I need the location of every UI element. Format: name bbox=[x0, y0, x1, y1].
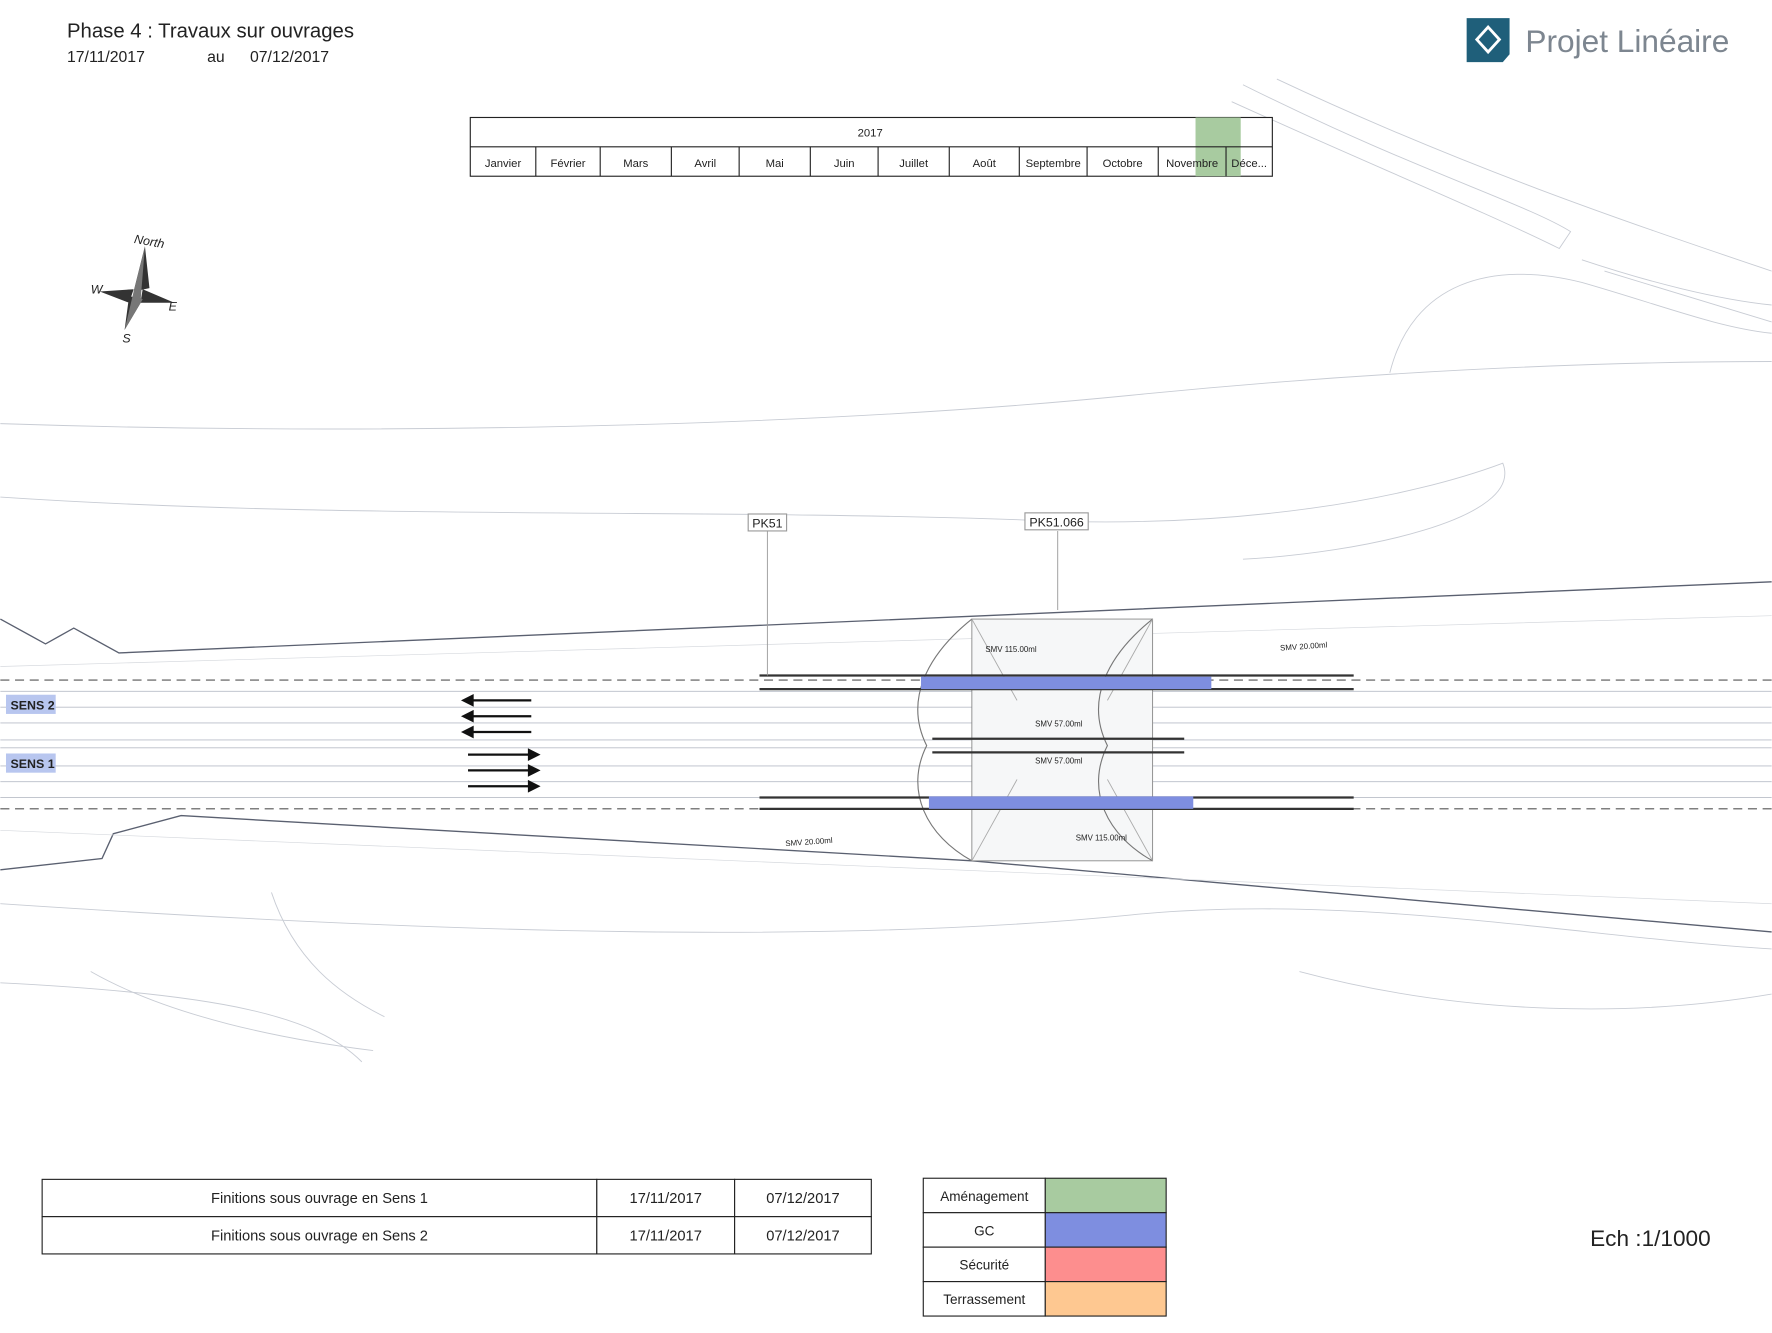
legend-swatch bbox=[1044, 1246, 1167, 1283]
month-label: Juillet bbox=[899, 158, 929, 170]
legend-label: GC bbox=[974, 1223, 995, 1238]
direction-box bbox=[5, 694, 56, 714]
legend-swatch bbox=[1044, 1177, 1167, 1214]
legend-swatch bbox=[1044, 1281, 1167, 1317]
compass: North W E S bbox=[91, 232, 178, 345]
legend-label: Sécurité bbox=[959, 1258, 1009, 1273]
dimension: SMV 115.00ml bbox=[985, 645, 1036, 654]
month-label: Janvier bbox=[485, 158, 522, 170]
task-cell bbox=[596, 1216, 736, 1255]
legend-label-cell bbox=[922, 1212, 1046, 1248]
tasks-table: Finitions sous ouvrage en Sens 1 17/11/20… bbox=[41, 1178, 872, 1255]
month-label: Mai bbox=[766, 158, 784, 170]
compass-south: S bbox=[122, 331, 131, 345]
legend: Aménagement GC Sécurité Terrassement bbox=[922, 1177, 1167, 1317]
task-cell bbox=[41, 1178, 598, 1218]
month-label: Juin bbox=[834, 158, 855, 170]
phase-title: Phase 4 : Travaux sur ouvrages bbox=[67, 20, 354, 42]
task-cell bbox=[734, 1216, 872, 1255]
marker-box bbox=[747, 513, 788, 532]
logo: Projet Linéaire bbox=[1466, 18, 1729, 63]
task-date: 17/11/2017 bbox=[630, 1191, 702, 1207]
end-date: 07/12/2017 bbox=[250, 49, 329, 66]
pk-marker: PK51 bbox=[752, 517, 782, 531]
terrain bbox=[0, 78, 1772, 1063]
month-label: Octobre bbox=[1103, 158, 1143, 170]
legend-label: Terrassement bbox=[943, 1292, 1025, 1307]
month-label: Février bbox=[550, 158, 585, 170]
direction-label: SENS 1 bbox=[11, 757, 55, 771]
task-name: Finitions sous ouvrage en Sens 2 bbox=[211, 1228, 428, 1244]
dimensions: SMV 115.00ml SMV 20.00ml SMV 57.00ml SMV… bbox=[785, 640, 1328, 848]
gc-band bbox=[928, 796, 1194, 809]
task-date: 07/12/2017 bbox=[766, 1191, 839, 1207]
compass-east: E bbox=[169, 300, 178, 314]
compass-west: W bbox=[91, 283, 104, 297]
road bbox=[0, 530, 1772, 933]
dimension: SMV 20.00ml bbox=[1280, 640, 1328, 652]
marker-box bbox=[1024, 512, 1089, 531]
legend-label-cell bbox=[922, 1246, 1046, 1283]
task-date: 07/12/2017 bbox=[766, 1228, 839, 1244]
legend-label-cell bbox=[922, 1281, 1046, 1317]
traffic-arrows bbox=[460, 694, 541, 793]
task-cell bbox=[596, 1178, 736, 1218]
start-date: 17/11/2017 bbox=[67, 49, 145, 66]
legend-swatch bbox=[1044, 1212, 1167, 1248]
dimension: SMV 115.00ml bbox=[1076, 833, 1127, 842]
dimension: SMV 20.00ml bbox=[785, 836, 833, 848]
task-cell bbox=[734, 1178, 872, 1218]
timeline-year: 2017 bbox=[858, 128, 883, 140]
month-label: Novembre bbox=[1166, 158, 1218, 170]
month-label: Déce... bbox=[1231, 158, 1267, 170]
legend-label: Aménagement bbox=[940, 1189, 1028, 1204]
dimension: SMV 57.00ml bbox=[1035, 719, 1083, 728]
legend-label-cell bbox=[922, 1177, 1046, 1214]
timeline: 2017 Janvier Février Mars Avril Mai Juin Juill… bbox=[469, 116, 1273, 177]
task-cell bbox=[41, 1216, 598, 1255]
month-label: Août bbox=[973, 158, 997, 170]
dimension: SMV 57.00ml bbox=[1035, 757, 1083, 766]
scale: Ech :1/1000 bbox=[1590, 1226, 1711, 1251]
month-label: Avril bbox=[694, 158, 716, 170]
task-name: Finitions sous ouvrage en Sens 1 bbox=[211, 1191, 428, 1207]
direction-box bbox=[5, 753, 56, 773]
pk-marker: PK51.066 bbox=[1029, 515, 1084, 529]
direction-label: SENS 2 bbox=[11, 698, 55, 712]
gc-band bbox=[921, 676, 1212, 690]
month-label: Septembre bbox=[1026, 158, 1081, 170]
logo-text: Projet Linéaire bbox=[1525, 23, 1729, 59]
compass-north: North bbox=[133, 232, 165, 251]
connector: au bbox=[207, 49, 225, 66]
month-label: Mars bbox=[623, 158, 648, 170]
task-date: 17/11/2017 bbox=[630, 1228, 702, 1244]
